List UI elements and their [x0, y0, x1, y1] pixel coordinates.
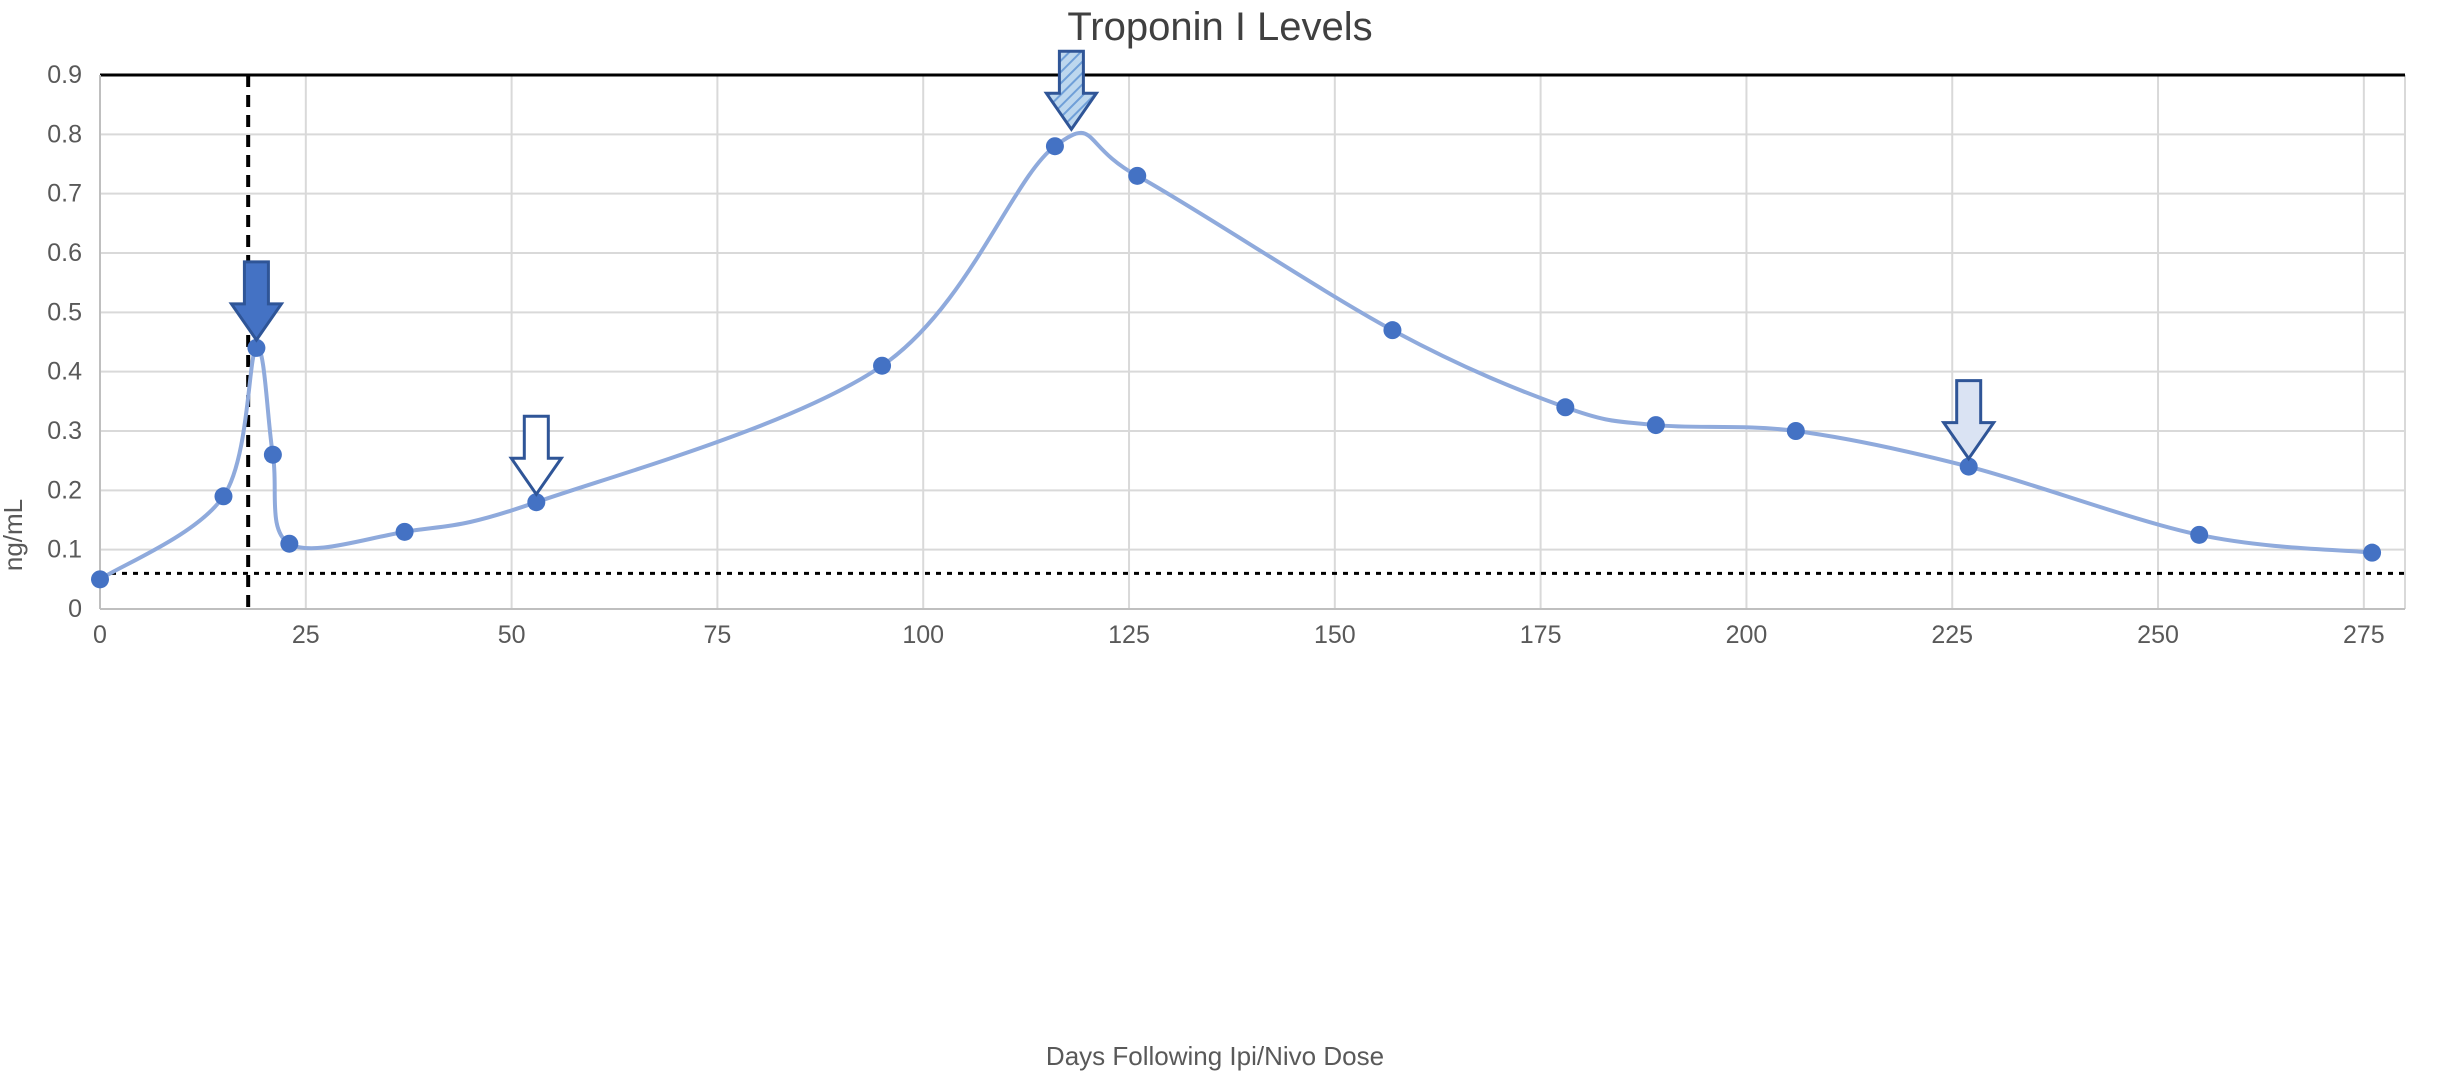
- x-tick-label: 175: [1520, 621, 1562, 649]
- data-point: [263, 445, 282, 464]
- data-point: [2190, 525, 2209, 544]
- y-tick-label: 0.9: [47, 61, 82, 89]
- y-tick-label: 0.3: [47, 417, 82, 445]
- down-arrow-solid: [228, 260, 285, 343]
- series-line: [98, 130, 2373, 581]
- data-point: [1383, 321, 1402, 340]
- data-point: [1959, 457, 1978, 476]
- data-point: [1646, 416, 1665, 435]
- y-tick-label: 0: [68, 595, 82, 623]
- x-tick-label: 125: [1108, 621, 1150, 649]
- data-point: [214, 487, 233, 506]
- down-arrow-striped: [1043, 49, 1100, 132]
- x-tick-label: 50: [498, 621, 526, 649]
- chart-title: Troponin I Levels: [1067, 5, 1372, 49]
- y-tick-label: 0.2: [47, 476, 82, 504]
- data-point: [1556, 398, 1575, 417]
- x-axis-title: Days Following Ipi/Nivo Dose: [1046, 1041, 1384, 1071]
- y-tick-label: 0.6: [47, 239, 82, 267]
- reference-lines: [100, 75, 2405, 613]
- x-tick-label: 0: [93, 621, 107, 649]
- data-point: [1045, 137, 1064, 156]
- x-tick-label: 25: [292, 621, 320, 649]
- series-layer: [91, 130, 2382, 589]
- y-tick-label: 0.5: [47, 298, 82, 326]
- x-tick-label: 250: [2137, 621, 2179, 649]
- data-point: [1786, 422, 1805, 440]
- x-tick-label: 75: [704, 621, 732, 649]
- data-point: [395, 522, 414, 541]
- data-point: [873, 356, 892, 375]
- x-tick-label: 275: [2343, 621, 2385, 649]
- data-point: [280, 534, 299, 553]
- x-tick-label: 150: [1314, 621, 1356, 649]
- data-point: [247, 338, 266, 357]
- x-tick-label: 200: [1726, 621, 1768, 649]
- y-axis-title: ng/mL: [0, 499, 28, 571]
- data-point: [1128, 166, 1147, 185]
- y-tick-label: 0.4: [47, 358, 82, 386]
- axis-layer: 0 25 50 75 100 125 150 175 200 225 250 275 0 0.1 0.2 0.…: [47, 61, 2405, 649]
- data-point: [91, 570, 109, 589]
- down-arrow-hollow: [508, 414, 565, 497]
- x-tick-label: 225: [1931, 621, 1973, 649]
- y-tick-label: 0.7: [47, 180, 82, 208]
- y-tick-label: 0.1: [47, 536, 82, 564]
- data-point: [2363, 543, 2382, 562]
- y-tick-label: 0.8: [47, 120, 82, 148]
- data-point: [527, 493, 546, 512]
- x-tick-label: 100: [902, 621, 944, 649]
- grid-layer: [100, 75, 2406, 609]
- arrow-annotations: [228, 49, 1997, 497]
- down-arrow-light: [1940, 379, 1997, 462]
